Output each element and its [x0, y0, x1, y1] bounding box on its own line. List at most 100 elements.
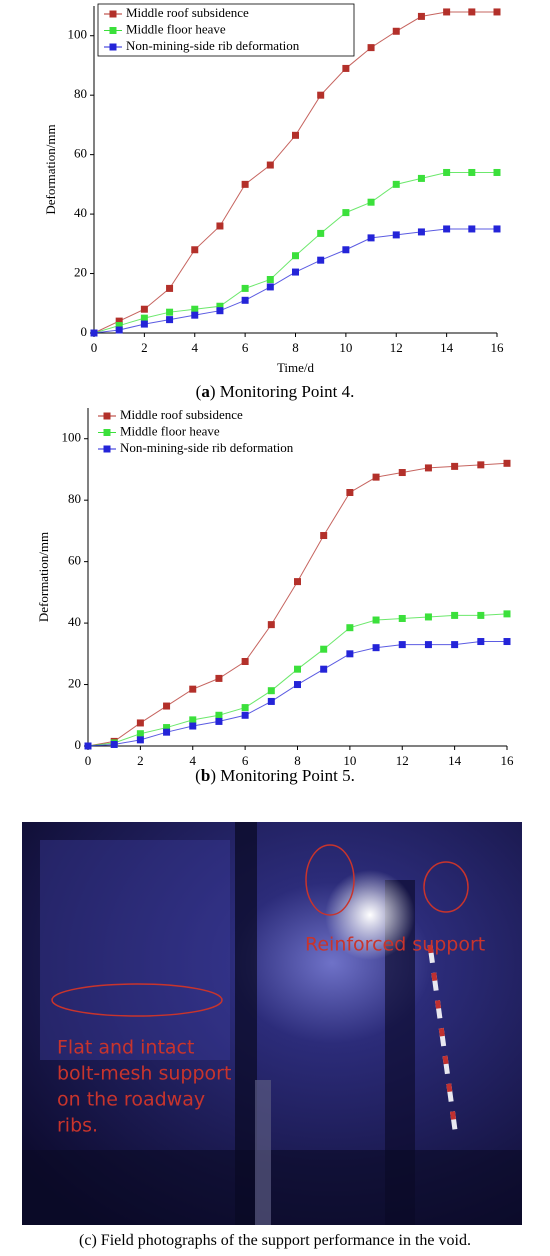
- y-axis-label: Deformation/mm: [36, 532, 51, 622]
- marker: [372, 473, 380, 481]
- y-tick-label: 0: [81, 324, 88, 339]
- legend-label: Non-mining-side rib deformation: [120, 440, 294, 455]
- marker: [477, 611, 485, 619]
- marker: [163, 728, 171, 736]
- marker: [443, 168, 451, 176]
- x-tick-label: 0: [85, 753, 92, 768]
- caption-part: (: [195, 766, 201, 785]
- marker: [215, 717, 223, 725]
- marker: [468, 8, 476, 16]
- photo-label: on the roadway: [57, 1089, 205, 1111]
- legend-label: Middle roof subsidence: [120, 407, 243, 422]
- x-tick-label: 4: [192, 340, 199, 355]
- marker: [166, 308, 174, 316]
- marker: [191, 311, 199, 319]
- marker: [451, 611, 459, 619]
- y-tick-label: 40: [74, 205, 87, 220]
- marker: [292, 131, 299, 139]
- x-tick-label: 2: [141, 340, 148, 355]
- x-tick-label: 12: [390, 340, 403, 355]
- x-tick-label: 14: [448, 753, 462, 768]
- series-line: [93, 228, 497, 334]
- photo-label: Reinforced support: [305, 934, 485, 956]
- legend-marker: [103, 412, 111, 420]
- marker: [241, 284, 249, 292]
- marker: [468, 168, 476, 176]
- marker: [90, 329, 98, 337]
- marker: [136, 730, 144, 738]
- x-tick-label: 8: [292, 340, 299, 355]
- marker: [166, 316, 174, 324]
- photo-label: Flat and intact: [57, 1037, 194, 1059]
- marker: [503, 610, 511, 618]
- marker: [398, 614, 406, 622]
- marker: [424, 613, 432, 621]
- marker: [189, 722, 197, 730]
- marker: [417, 228, 425, 236]
- y-tick-label: 80: [68, 491, 81, 506]
- x-tick-label: 6: [242, 340, 249, 355]
- legend-marker: [109, 43, 117, 51]
- marker: [241, 711, 249, 719]
- marker: [267, 621, 275, 629]
- marker: [493, 8, 501, 16]
- x-tick-label: 12: [396, 753, 409, 768]
- legend-marker: [103, 445, 111, 453]
- marker: [163, 724, 171, 732]
- marker: [215, 711, 223, 719]
- y-tick-label: 100: [62, 430, 82, 445]
- caption: (a) Monitoring Point 4.: [0, 382, 550, 402]
- y-tick-label: 80: [74, 86, 87, 101]
- chart: 0246810121416020406080100Time/dDeformati…: [36, 407, 514, 768]
- marker: [216, 222, 224, 230]
- marker: [136, 736, 144, 744]
- marker: [346, 489, 354, 496]
- y-tick-label: 60: [74, 146, 87, 161]
- marker: [477, 461, 485, 469]
- series-line: [87, 613, 508, 747]
- caption: (b) Monitoring Point 5.: [0, 766, 550, 786]
- legend-label: Middle floor heave: [126, 21, 226, 36]
- marker: [191, 246, 199, 254]
- marker: [398, 469, 406, 477]
- marker: [367, 44, 375, 52]
- marker: [241, 704, 249, 712]
- marker: [191, 305, 199, 313]
- series-line: [87, 641, 507, 747]
- marker: [320, 645, 328, 653]
- photo: Reinforced support Flat and intact bolt-…: [22, 822, 522, 1225]
- legend-label: Middle floor heave: [120, 423, 220, 438]
- legend-marker: [109, 27, 117, 34]
- marker: [110, 740, 118, 748]
- marker: [398, 641, 406, 649]
- marker: [266, 283, 274, 291]
- marker: [216, 302, 224, 310]
- marker: [267, 687, 275, 695]
- marker: [266, 161, 274, 169]
- marker: [417, 174, 425, 182]
- marker: [342, 209, 350, 217]
- x-axis-label: Time/d: [277, 360, 315, 375]
- legend-label: Middle roof subsidence: [126, 5, 249, 20]
- marker: [392, 231, 400, 239]
- marker: [189, 685, 197, 693]
- marker: [163, 702, 171, 710]
- x-tick-label: 10: [343, 753, 356, 768]
- legend-label: Non-mining-side rib deformation: [126, 38, 300, 53]
- marker: [372, 616, 380, 624]
- caption-part: ) Monitoring Point 5.: [210, 766, 355, 785]
- marker: [451, 462, 459, 470]
- marker: [346, 624, 354, 632]
- marker: [166, 284, 174, 292]
- caption: (c) Field photographs of the support per…: [79, 1232, 471, 1249]
- x-tick-label: 16: [491, 340, 505, 355]
- marker: [392, 180, 400, 188]
- caption-part: a: [201, 382, 210, 401]
- marker: [342, 246, 350, 254]
- marker: [294, 578, 301, 586]
- x-tick-label: 8: [294, 753, 301, 768]
- marker: [317, 229, 325, 237]
- y-tick-label: 20: [74, 265, 87, 280]
